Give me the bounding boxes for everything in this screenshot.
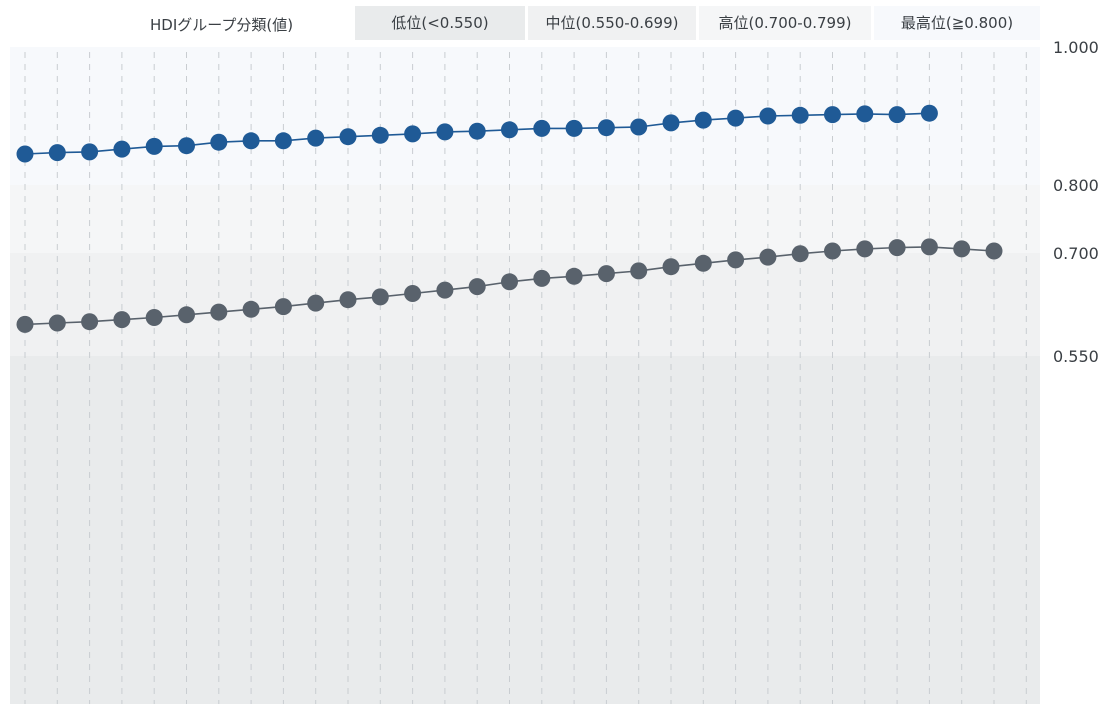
vertical-gridlines (24, 52, 1027, 704)
series-0-point-18 (597, 119, 615, 137)
series-0-point-17 (565, 119, 583, 137)
band-3 (10, 356, 1040, 704)
series-1-point-18 (597, 265, 615, 283)
series-1-point-19 (630, 262, 648, 280)
series-0-point-3 (113, 140, 131, 158)
series-1-point-15 (501, 273, 518, 291)
series-0-point-4 (145, 137, 163, 155)
series-0-point-14 (468, 122, 486, 140)
y-axis-tick-labels: 1.000 0.800 0.700 0.550 (1053, 38, 1099, 366)
series-1-point-3 (113, 311, 131, 329)
series-1-point-13 (436, 281, 454, 299)
series-1-point-6 (210, 303, 228, 321)
series-0-point-21 (694, 111, 712, 129)
series-0-point-11 (371, 126, 389, 144)
legend-item-high: 高位(0.700-0.799) (699, 6, 871, 40)
series-0-point-22 (727, 109, 745, 127)
series-1-point-16 (533, 269, 551, 287)
series-0-point-20 (662, 114, 680, 132)
series-1-point-20 (662, 258, 680, 276)
series-0-point-9 (307, 129, 325, 147)
series-0-point-23 (759, 107, 777, 125)
series-0-point-26 (856, 105, 874, 123)
series-1-point-17 (565, 267, 583, 285)
band-1 (10, 185, 1040, 253)
series-0-point-0 (16, 145, 34, 163)
legend: HDIグループ分類(値) 低位(<0.550) 中位(0.550-0.699) … (0, 0, 1113, 46)
series-0-point-1 (48, 144, 66, 162)
legend-item-low-label: 低位(<0.550) (391, 14, 489, 32)
series-1-point-22 (727, 251, 745, 269)
series-0-point-8 (274, 132, 292, 150)
legend-item-very-high: 最高位(≧0.800) (874, 6, 1040, 40)
band-2 (10, 253, 1040, 356)
series-1-point-1 (48, 314, 66, 332)
series-1-point-0 (16, 315, 34, 333)
legend-item-very-high-label: 最高位(≧0.800) (900, 14, 1014, 32)
legend-item-low: 低位(<0.550) (355, 6, 525, 40)
series-1-point-5 (178, 306, 195, 324)
series-0-point-24 (791, 106, 809, 124)
series-0 (16, 104, 938, 163)
series-1-point-26 (856, 240, 874, 258)
series-0-point-27 (888, 106, 906, 124)
series-0-point-13 (436, 123, 454, 141)
y-tick-label-2: 0.700 (1053, 244, 1099, 263)
series-1-point-4 (145, 309, 163, 326)
series-1-point-27 (888, 239, 906, 257)
series-0-point-15 (501, 121, 518, 139)
series-1-point-29 (953, 240, 971, 258)
series-1 (16, 238, 1003, 333)
legend-item-medium-label: 中位(0.550-0.699) (545, 14, 679, 32)
series-1-point-21 (694, 254, 712, 272)
series-1-point-10 (339, 291, 357, 309)
series-1-point-7 (242, 300, 260, 318)
series-1-point-12 (404, 285, 422, 302)
series-1-point-30 (985, 242, 1003, 260)
series-1-point-11 (371, 288, 389, 306)
series-0-point-12 (404, 125, 422, 143)
series-1-point-24 (791, 245, 809, 263)
series-0-point-5 (178, 137, 195, 155)
legend-title: HDIグループ分類(値) (150, 16, 294, 34)
legend-item-high-label: 高位(0.700-0.799) (718, 14, 852, 32)
band-0 (10, 47, 1040, 185)
series-0-point-16 (533, 119, 551, 137)
series-1-point-2 (81, 313, 99, 331)
series-layer (16, 104, 1003, 333)
series-0-point-10 (339, 128, 357, 146)
series-1-point-28 (920, 238, 938, 256)
series-0-point-2 (81, 143, 99, 161)
legend-item-medium: 中位(0.550-0.699) (528, 6, 696, 40)
series-1-point-25 (824, 242, 841, 260)
y-tick-label-0: 1.000 (1053, 38, 1099, 57)
series-0-point-6 (210, 133, 228, 151)
series-1-point-23 (759, 248, 777, 266)
series-0-point-28 (920, 104, 938, 122)
series-1-point-14 (468, 278, 486, 296)
series-1-point-9 (307, 294, 325, 312)
series-1-point-8 (274, 298, 292, 316)
y-tick-label-3: 0.550 (1053, 347, 1099, 366)
y-tick-label-1: 0.800 (1053, 176, 1099, 195)
series-0-point-7 (242, 132, 260, 150)
series-0-point-19 (630, 118, 648, 136)
hdi-group-bands (10, 47, 1040, 704)
series-0-point-25 (824, 106, 841, 124)
